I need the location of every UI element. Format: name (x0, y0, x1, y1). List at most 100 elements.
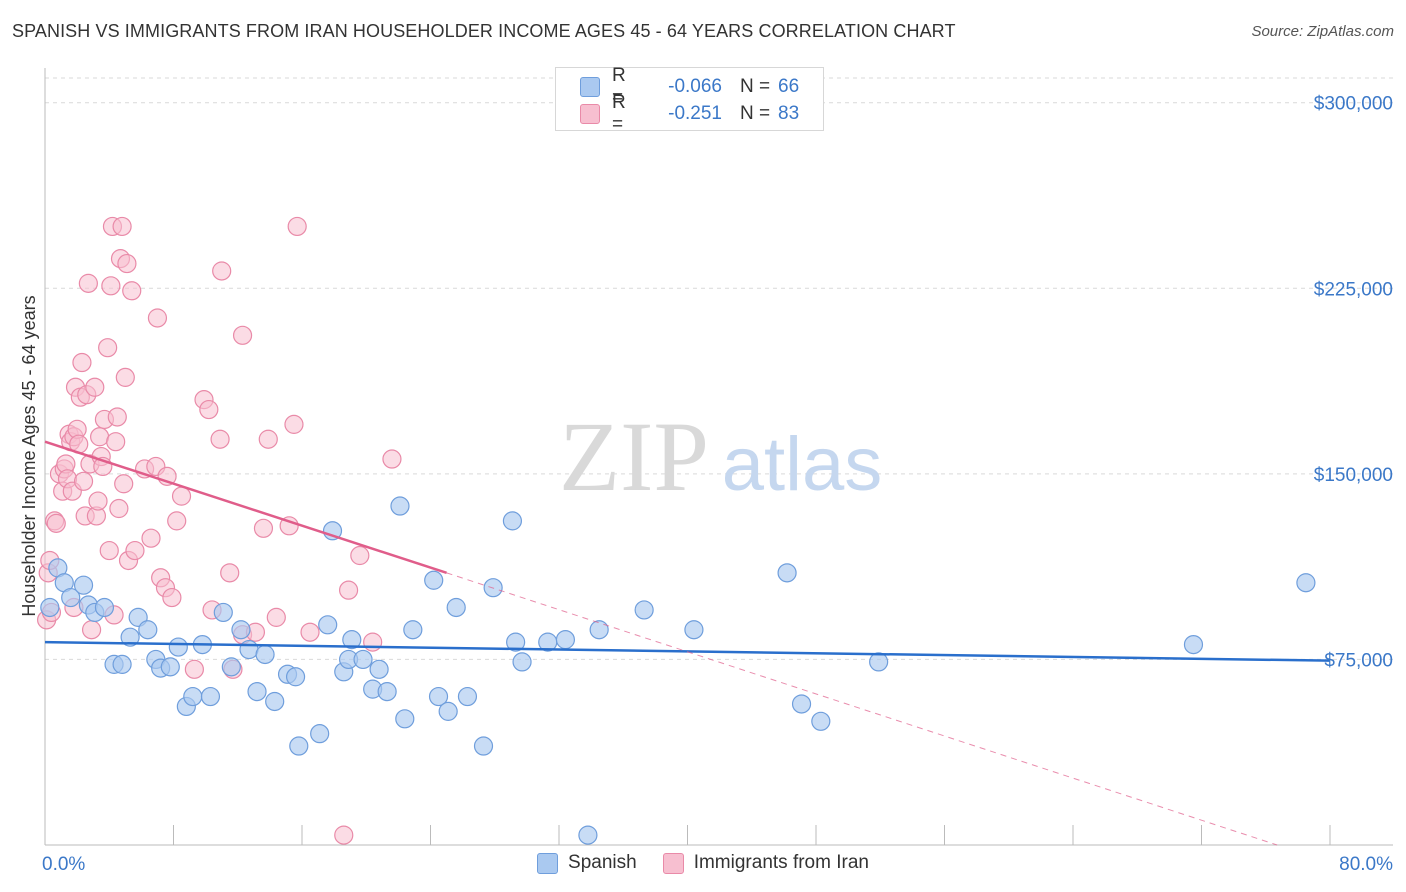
spanish-point (369, 659, 389, 679)
spanish-point (160, 657, 180, 677)
legend-item-spanish[interactable]: Spanish (537, 852, 637, 874)
iran-point (85, 377, 105, 397)
iran-point (279, 516, 299, 536)
iran-point (184, 659, 204, 679)
iran-point (115, 367, 135, 387)
iran-point (220, 563, 240, 583)
iran-point (73, 471, 94, 491)
legend-spanish-label: Spanish (568, 852, 637, 873)
spanish-point (473, 736, 494, 756)
iran-n-label: N = (740, 103, 771, 124)
legend-spanish-swatch (537, 852, 559, 874)
iran-point (232, 325, 253, 345)
iran-point (46, 513, 66, 533)
spanish-point (506, 632, 526, 652)
spanish-point (221, 657, 241, 677)
y-tick-label: $225,000 (1314, 279, 1393, 300)
iran-trend-extension (446, 572, 1278, 846)
iran-point (125, 540, 145, 561)
iran-point (287, 216, 307, 237)
spanish-point (213, 602, 233, 623)
legend-item-iran[interactable]: Immigrants from Iran (662, 852, 869, 874)
spanish-point (589, 620, 609, 640)
spanish-point (61, 587, 81, 608)
spanish-swatch (580, 77, 600, 97)
gridlines (45, 77, 1393, 660)
iran-point (171, 486, 192, 506)
iran-point (107, 407, 127, 427)
spanish-point (342, 630, 362, 650)
watermark-zip: ZIP (559, 401, 709, 512)
spanish-point (255, 644, 275, 665)
spanish-n-label: N = (740, 76, 771, 97)
spanish-point (353, 649, 373, 670)
iran-point (212, 261, 232, 281)
iran-point (117, 253, 137, 274)
spanish-point (403, 620, 423, 640)
iran-swatch (580, 104, 600, 124)
iran-n-value: 83 (778, 103, 800, 124)
spanish-point (390, 496, 410, 516)
spanish-n-value: 66 (778, 76, 800, 97)
spanish-point (811, 711, 831, 731)
y-tick-label: $75,000 (1324, 650, 1393, 671)
spanish-point (1296, 573, 1316, 593)
legend-iran-swatch (662, 852, 684, 874)
iran-point (334, 825, 354, 845)
legend-row-iran: R = -0.251 N = 83 (580, 92, 800, 135)
spanish-point (634, 600, 654, 620)
spanish-r-value: -0.066 (668, 76, 722, 97)
iran-point (114, 474, 134, 494)
iran-point (109, 498, 129, 519)
iran-point (199, 399, 219, 420)
spanish-point (200, 686, 221, 707)
iran-point (284, 414, 304, 434)
iran-point (162, 587, 182, 608)
spanish-point (310, 724, 330, 744)
spanish-point (578, 825, 598, 845)
iran-point (90, 427, 110, 447)
iran-point (106, 432, 126, 452)
spanish-point (239, 639, 259, 660)
spanish-point (94, 597, 115, 618)
spanish-point (168, 637, 188, 657)
iran-point (266, 607, 286, 627)
spanish-point (512, 652, 532, 672)
spanish-point (40, 597, 60, 618)
iran-r-label: R = (612, 92, 626, 135)
source-credit: Source: ZipAtlas.com (1251, 23, 1394, 40)
iran-point (253, 518, 274, 538)
spanish-point (684, 620, 704, 640)
chart-title: SPANISH VS IMMIGRANTS FROM IRAN HOUSEHOL… (12, 21, 956, 41)
axis-labels: $75,000 $150,000 $225,000 $300,000 0.0% 80.0%… (19, 94, 1393, 875)
axes (44, 68, 1393, 846)
spanish-point (377, 681, 397, 702)
iran-point (350, 545, 370, 566)
iran-point (363, 632, 383, 652)
spanish-point (395, 709, 415, 729)
iran-point (81, 620, 102, 640)
spanish-point (869, 652, 889, 672)
y-axis-title: Householder Income Ages 45 - 64 years (19, 295, 39, 616)
spanish-point (502, 511, 523, 531)
spanish-point (120, 627, 140, 647)
spanish-point (438, 701, 458, 721)
stats-legend: R = -0.066 N = 66 R = -0.251 N = 83 (555, 65, 824, 135)
iran-point (141, 528, 161, 548)
spanish-point (424, 570, 444, 590)
spanish-point (1183, 634, 1204, 655)
spanish-point (446, 597, 466, 618)
iran-point (210, 429, 230, 449)
spanish-point (138, 620, 158, 640)
iran-point (122, 281, 142, 301)
iran-point (167, 511, 187, 531)
spanish-point (231, 620, 251, 640)
legend-iran-label: Immigrants from Iran (693, 852, 869, 873)
spanish-r-label: R = (612, 65, 626, 108)
spanish-point (183, 686, 203, 707)
legend-row-spanish: R = -0.066 N = 66 (580, 65, 800, 108)
iran-point (338, 580, 359, 600)
spanish-point (285, 667, 306, 687)
spanish-point (555, 630, 576, 650)
